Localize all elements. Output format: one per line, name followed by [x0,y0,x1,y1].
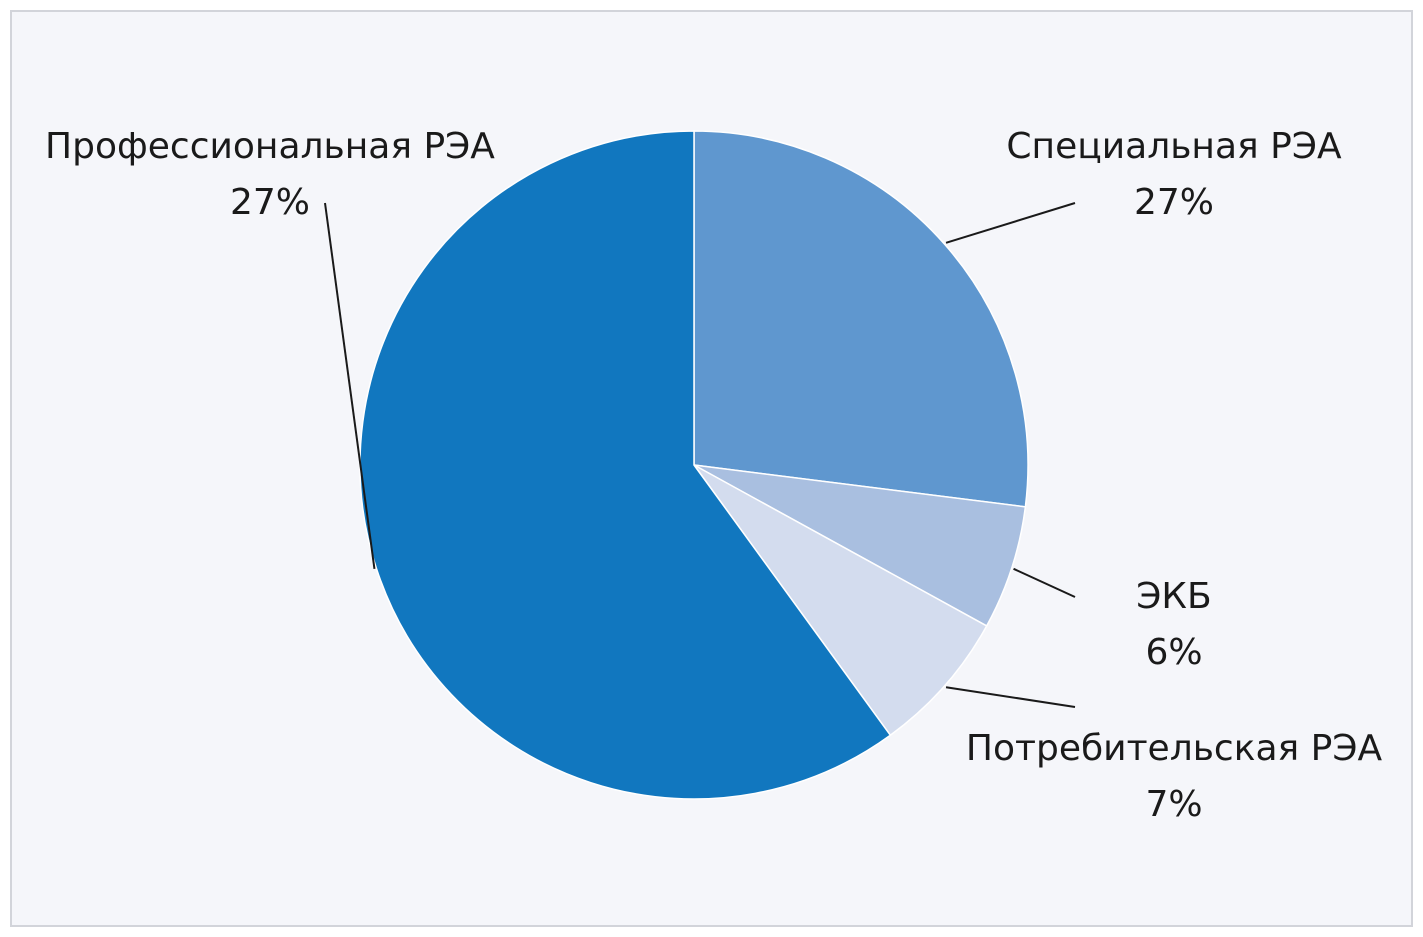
slice-value-professional: 27% [230,182,310,223]
leader-line-consumer [945,686,1076,708]
slice-label-professional: Профессиональная РЭА [45,126,495,167]
leader-line-ekb [1013,567,1076,598]
leader-line-special [945,202,1076,244]
slice-label-consumer: Потребительская РЭА [966,728,1383,769]
leader-line-professional [324,202,376,569]
pie-slice-consumer [693,464,988,737]
slice-label-special: Специальная РЭА [1006,126,1342,167]
slice-labels: Специальная РЭА 27% ЭКБ 6% Потребительск… [45,126,1382,825]
pie-slice-professional [359,130,892,800]
pie-slice-ekb [693,464,1027,627]
leader-lines [324,202,1076,708]
slice-value-consumer: 7% [1145,784,1202,825]
slice-label-ekb: ЭКБ [1136,576,1211,617]
pie-slice-special [693,130,1029,508]
slice-value-special: 27% [1134,182,1214,223]
pie-slices [359,130,1029,800]
slice-value-ekb: 6% [1145,632,1202,673]
